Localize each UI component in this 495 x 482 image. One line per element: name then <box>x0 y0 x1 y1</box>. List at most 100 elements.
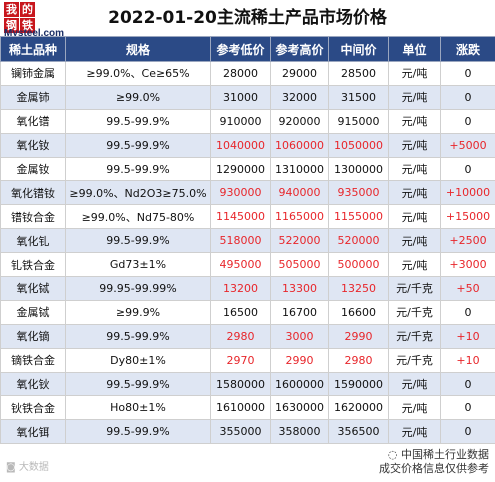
logo-char: 我 <box>4 2 19 17</box>
change-cell: +5000 <box>440 132 495 158</box>
mid-price-cell: 1620000 <box>328 395 389 421</box>
mid-price-cell: 356500 <box>328 419 389 445</box>
low-price-cell: 1145000 <box>210 204 271 230</box>
change-cell: 0 <box>440 84 495 110</box>
column-header: 参考高价 <box>270 36 329 62</box>
table-row: 钬铁合金 Ho80±1% 1610000 1630000 1620000 元/吨 0 <box>0 395 495 421</box>
low-price-cell: 355000 <box>210 419 271 445</box>
watermark-left: ◙ 大数据 <box>6 458 49 473</box>
unit-cell: 元/千克 <box>388 323 441 349</box>
change-cell: 0 <box>440 371 495 397</box>
unit-cell: 元/吨 <box>388 395 441 421</box>
change-cell: 0 <box>440 61 495 86</box>
spec-cell: ≥99.0%、Ce≥65% <box>65 61 211 86</box>
table-row: 金属钕 99.5-99.9% 1290000 1310000 1300000 元/吨 0 <box>0 156 495 182</box>
change-cell: +10000 <box>440 180 495 206</box>
low-price-cell: 2980 <box>210 323 271 349</box>
mid-price-cell: 500000 <box>328 252 389 278</box>
table-row: 镨钕合金 ≥99.0%、Nd75-80% 1145000 1165000 1155000… <box>0 204 495 230</box>
table-row: 镧铈金属 ≥99.0%、Ce≥65% 28000 29000 28500 元/吨 0 <box>0 61 495 86</box>
mid-price-cell: 935000 <box>328 180 389 206</box>
product-name-cell: 金属铈 <box>0 84 66 110</box>
low-price-cell: 31000 <box>210 84 271 110</box>
change-cell: +15000 <box>440 204 495 230</box>
product-name-cell: 氧化镝 <box>0 323 66 349</box>
low-price-cell: 518000 <box>210 228 271 254</box>
unit-cell: 元/千克 <box>388 299 441 325</box>
spec-cell: ≥99.0%、Nd2O3≥75.0% <box>65 180 211 206</box>
spec-cell: 99.5-99.9% <box>65 323 211 349</box>
low-price-cell: 930000 <box>210 180 271 206</box>
unit-cell: 元/千克 <box>388 347 441 373</box>
high-price-cell: 1060000 <box>270 132 329 158</box>
low-price-cell: 28000 <box>210 61 271 86</box>
high-price-cell: 522000 <box>270 228 329 254</box>
unit-cell: 元/吨 <box>388 371 441 397</box>
column-header: 涨跌 <box>440 36 495 62</box>
page-title: 2022-01-20主流稀土产品市场价格 <box>108 8 387 28</box>
chat-icon: ◌ <box>387 448 398 461</box>
table-header-row: 稀土品种 规格 参考低价 参考高价 中间价 单位 涨跌 <box>0 36 495 62</box>
unit-cell: 元/吨 <box>388 419 441 445</box>
table-row: 氧化镨 99.5-99.9% 910000 920000 915000 元/吨 0 <box>0 108 495 134</box>
spec-cell: Dy80±1% <box>65 347 211 373</box>
change-cell: 0 <box>440 156 495 182</box>
unit-cell: 元/吨 <box>388 204 441 230</box>
mid-price-cell: 2980 <box>328 347 389 373</box>
table-row: 氧化镨钕 ≥99.0%、Nd2O3≥75.0% 930000 940000 935000… <box>0 180 495 206</box>
change-cell: 0 <box>440 395 495 421</box>
unit-cell: 元/吨 <box>388 156 441 182</box>
change-cell: +10 <box>440 347 495 373</box>
product-name-cell: 氧化钬 <box>0 371 66 397</box>
mid-price-cell: 2990 <box>328 323 389 349</box>
mid-price-cell: 1590000 <box>328 371 389 397</box>
spec-cell: 99.5-99.9% <box>65 108 211 134</box>
unit-cell: 元/吨 <box>388 108 441 134</box>
spec-cell: Ho80±1% <box>65 395 211 421</box>
logo-char: 铁 <box>20 18 35 33</box>
table-row: 氧化铽 99.95-99.99% 13200 13300 13250 元/千克 +50 <box>0 276 495 301</box>
mid-price-cell: 915000 <box>328 108 389 134</box>
watermark-disclaimer-text: 成交价格信息仅供参考 <box>379 462 489 475</box>
mid-price-cell: 1300000 <box>328 156 389 182</box>
product-name-cell: 金属铽 <box>0 299 66 325</box>
column-header: 稀土品种 <box>0 36 66 62</box>
product-name-cell: 镨钕合金 <box>0 204 66 230</box>
mid-price-cell: 16600 <box>328 299 389 325</box>
low-price-cell: 910000 <box>210 108 271 134</box>
high-price-cell: 1165000 <box>270 204 329 230</box>
low-price-cell: 1610000 <box>210 395 271 421</box>
unit-cell: 元/吨 <box>388 180 441 206</box>
camera-icon: ◙ <box>6 462 16 473</box>
spec-cell: 99.5-99.9% <box>65 419 211 445</box>
spec-cell: ≥99.9% <box>65 299 211 325</box>
table-row: 氧化铒 99.5-99.9% 355000 358000 356500 元/吨 0 <box>0 419 495 445</box>
high-price-cell: 3000 <box>270 323 329 349</box>
product-name-cell: 镧铈金属 <box>0 61 66 86</box>
low-price-cell: 1290000 <box>210 156 271 182</box>
high-price-cell: 2990 <box>270 347 329 373</box>
unit-cell: 元/吨 <box>388 61 441 86</box>
mid-price-cell: 1155000 <box>328 204 389 230</box>
page-header: 我 的 钢 铁 Mysteel.com 2022-01-20主流稀土产品市场价格 <box>0 0 495 39</box>
product-name-cell: 氧化镨钕 <box>0 180 66 206</box>
change-cell: 0 <box>440 108 495 134</box>
product-name-cell: 金属钕 <box>0 156 66 182</box>
mid-price-cell: 31500 <box>328 84 389 110</box>
low-price-cell: 16500 <box>210 299 271 325</box>
change-cell: +10 <box>440 323 495 349</box>
high-price-cell: 16700 <box>270 299 329 325</box>
logo-char: 的 <box>20 2 35 17</box>
spec-cell: 99.5-99.9% <box>65 228 211 254</box>
change-cell: +50 <box>440 276 495 301</box>
change-cell: 0 <box>440 419 495 445</box>
spec-cell: 99.5-99.9% <box>65 132 211 158</box>
column-header: 中间价 <box>328 36 389 62</box>
table-row: 氧化镝 99.5-99.9% 2980 3000 2990 元/千克 +10 <box>0 323 495 349</box>
low-price-cell: 1580000 <box>210 371 271 397</box>
high-price-cell: 13300 <box>270 276 329 301</box>
column-header: 参考低价 <box>210 36 271 62</box>
table-row: 金属铈 ≥99.0% 31000 32000 31500 元/吨 0 <box>0 84 495 110</box>
table-row: 镝铁合金 Dy80±1% 2970 2990 2980 元/千克 +10 <box>0 347 495 373</box>
mid-price-cell: 1050000 <box>328 132 389 158</box>
